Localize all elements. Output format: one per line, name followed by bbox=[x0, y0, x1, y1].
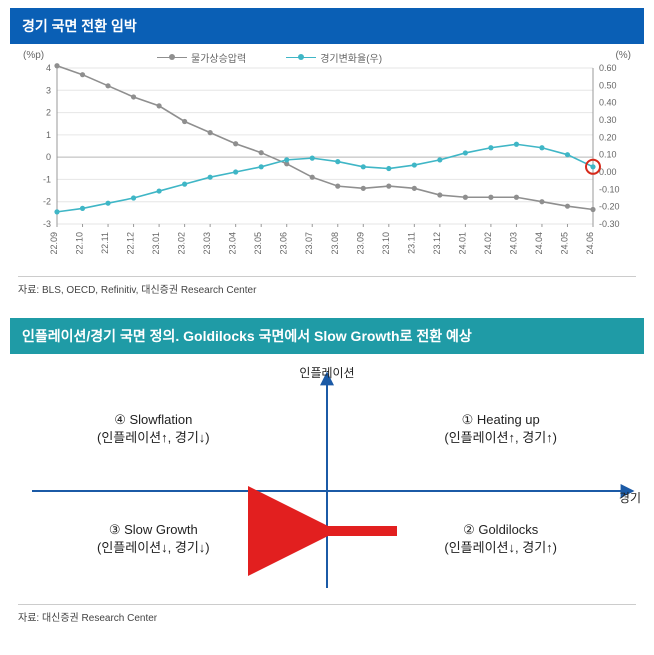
chart1-header: 경기 국면 전환 임박 bbox=[10, 8, 644, 44]
svg-text:-3: -3 bbox=[43, 219, 51, 229]
chart1-source: 자료: BLS, OECD, Refinitiv, 대신증권 Research … bbox=[18, 276, 636, 296]
svg-text:24.05: 24.05 bbox=[559, 232, 569, 255]
svg-text:23.01: 23.01 bbox=[151, 232, 161, 255]
svg-text:23.10: 23.10 bbox=[381, 232, 391, 255]
legend-label-teal: 경기변화율(우) bbox=[320, 50, 382, 65]
svg-text:22.09: 22.09 bbox=[49, 232, 59, 255]
svg-text:1: 1 bbox=[46, 130, 51, 140]
svg-text:2: 2 bbox=[46, 108, 51, 118]
svg-text:0.10: 0.10 bbox=[599, 150, 617, 160]
svg-text:23.04: 23.04 bbox=[228, 232, 238, 255]
quadrant-1-heating: ① Heating up (인플레이션↑, 경기↑) bbox=[444, 411, 557, 447]
q2-line1: ② Goldilocks bbox=[444, 521, 557, 539]
svg-text:-0.20: -0.20 bbox=[599, 202, 620, 212]
svg-text:23.06: 23.06 bbox=[279, 232, 289, 255]
svg-text:3: 3 bbox=[46, 85, 51, 95]
y-left-unit: (%p) bbox=[23, 50, 44, 61]
legend-label-grey: 물가상승압력 bbox=[191, 50, 246, 65]
chart2-header: 인플레이션/경기 국면 정의. Goldilocks 국면에서 Slow Gro… bbox=[10, 318, 644, 354]
quadrant-4-slowflation: ④ Slowflation (인플레이션↑, 경기↓) bbox=[97, 411, 210, 447]
svg-text:23.02: 23.02 bbox=[177, 232, 187, 255]
chart1-legend: 물가상승압력 경기변화율(우) bbox=[157, 50, 382, 65]
svg-text:23.08: 23.08 bbox=[330, 232, 340, 255]
svg-text:0.20: 0.20 bbox=[599, 132, 617, 142]
y-right-unit: (%) bbox=[615, 50, 631, 61]
svg-text:23.05: 23.05 bbox=[253, 232, 263, 255]
q1-line2: (인플레이션↑, 경기↑) bbox=[444, 429, 557, 447]
svg-text:23.09: 23.09 bbox=[355, 232, 365, 255]
quadrant-svg bbox=[17, 366, 637, 596]
chart2-source: 자료: 대신증권 Research Center bbox=[18, 604, 636, 624]
svg-text:0.40: 0.40 bbox=[599, 98, 617, 108]
q2-line2: (인플레이션↓, 경기↑) bbox=[444, 539, 557, 557]
svg-text:4: 4 bbox=[46, 63, 51, 73]
chart1-svg: 4 3 2 1 0 -1 -2 -3 0.60 0.50 0.40 0.30 0.20 0.10 0.00 -… bbox=[17, 50, 637, 270]
svg-text:22.12: 22.12 bbox=[126, 232, 136, 255]
svg-text:0.30: 0.30 bbox=[599, 115, 617, 125]
svg-text:23.12: 23.12 bbox=[432, 232, 442, 255]
svg-text:0: 0 bbox=[46, 152, 51, 162]
svg-text:24.06: 24.06 bbox=[585, 232, 595, 255]
svg-text:24.02: 24.02 bbox=[483, 232, 493, 255]
q4-line2: (인플레이션↑, 경기↓) bbox=[97, 429, 210, 447]
svg-text:22.11: 22.11 bbox=[100, 232, 110, 254]
svg-text:23.11: 23.11 bbox=[406, 232, 416, 254]
svg-text:24.03: 24.03 bbox=[508, 232, 518, 255]
q3-line2: (인플레이션↓, 경기↓) bbox=[97, 539, 210, 557]
svg-text:22.10: 22.10 bbox=[75, 232, 85, 255]
q1-line1: ① Heating up bbox=[444, 411, 557, 429]
legend-item-teal: 경기변화율(우) bbox=[286, 50, 382, 65]
svg-text:23.03: 23.03 bbox=[202, 232, 212, 255]
chart1-container: (%p) (%) 물가상승압력 경기변화율(우) 4 3 2 1 0 -1 -2 -3 0.60… bbox=[17, 50, 637, 270]
svg-text:-1: -1 bbox=[43, 174, 51, 184]
svg-text:23.07: 23.07 bbox=[304, 232, 314, 255]
svg-text:24.01: 24.01 bbox=[457, 232, 467, 255]
svg-text:0.60: 0.60 bbox=[599, 63, 617, 73]
svg-text:24.04: 24.04 bbox=[534, 232, 544, 255]
q3-line1: ③ Slow Growth bbox=[97, 521, 210, 539]
y-axis-label: 인플레이션 bbox=[299, 364, 354, 381]
svg-text:0.50: 0.50 bbox=[599, 80, 617, 90]
svg-text:-0.10: -0.10 bbox=[599, 184, 620, 194]
svg-text:0.00: 0.00 bbox=[599, 167, 617, 177]
q4-line1: ④ Slowflation bbox=[97, 411, 210, 429]
svg-text:-2: -2 bbox=[43, 197, 51, 207]
x-axis-label: 경기 bbox=[619, 489, 641, 506]
quadrant-3-slowgrowth: ③ Slow Growth (인플레이션↓, 경기↓) bbox=[97, 521, 210, 557]
svg-text:-0.30: -0.30 bbox=[599, 219, 620, 229]
legend-item-grey: 물가상승압력 bbox=[157, 50, 246, 65]
quadrant-container: 인플레이션 경기 ④ Slowflation (인플레이션↑, 경기↓) ① H… bbox=[17, 366, 637, 596]
quadrant-2-goldilocks: ② Goldilocks (인플레이션↓, 경기↑) bbox=[444, 521, 557, 557]
